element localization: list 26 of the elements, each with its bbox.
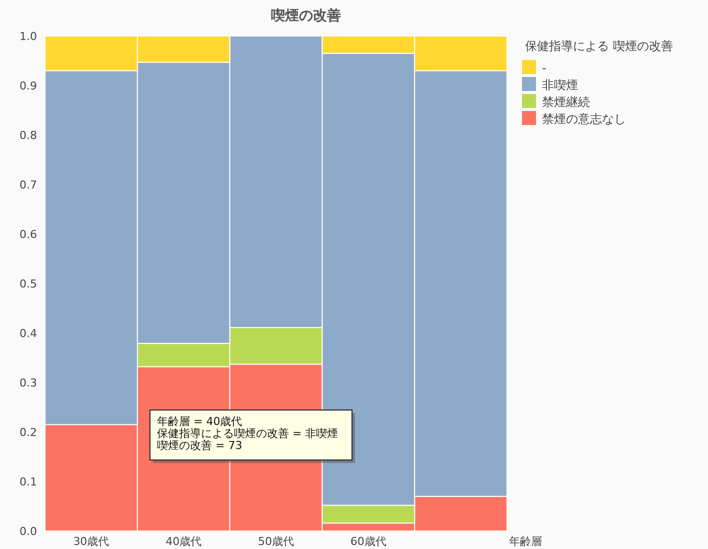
y-tick-label: 0.2 [20, 426, 37, 439]
y-tick-label: 0.9 [20, 80, 37, 92]
annotation-box: 年齢層 = 40歳代 保健指導による喫煙の改善 = 非喫煙 喫煙の改善 = 73 [150, 410, 355, 463]
legend-title: 保健指導による 喫煙の改善 [525, 39, 673, 53]
annotation: 喫煙の改善 = 73 [157, 439, 242, 452]
y-tick-label: 0.1 [20, 476, 37, 488]
y-tick-label: 0.6 [20, 228, 37, 241]
y-tick-label: 0.3 [20, 376, 37, 390]
y-tick-label: 0.7 [20, 178, 37, 192]
annotation: 保健指導による喫煙の改善 = 非喫煙 [157, 427, 338, 440]
annotation: 年齢層 = 40歳代 [157, 415, 242, 428]
legend-label: - [542, 61, 546, 75]
x-tick-label: 40歳代 [166, 535, 202, 548]
x-axis-title: 年齢層 [509, 535, 542, 548]
title: 喫煙の改善 [271, 8, 341, 24]
x-tick-label: 60歳代 [350, 535, 386, 548]
y-tick-label: 0.4 [20, 327, 37, 340]
x-tick-label: 50歳代 [258, 535, 294, 548]
y-tick-label: 0.8 [20, 129, 37, 142]
legend-label: 禁煙継続 [542, 95, 590, 109]
text: 非喫煙 [542, 78, 578, 92]
x-tick-label: 30歳代 [73, 535, 110, 548]
legend-label: 禁煙の意志なし [542, 112, 626, 126]
y-tick-label: 1.0 [20, 30, 37, 43]
y-tick-label: 0.0 [20, 525, 37, 538]
y-tick-label: 0.5 [20, 278, 37, 290]
